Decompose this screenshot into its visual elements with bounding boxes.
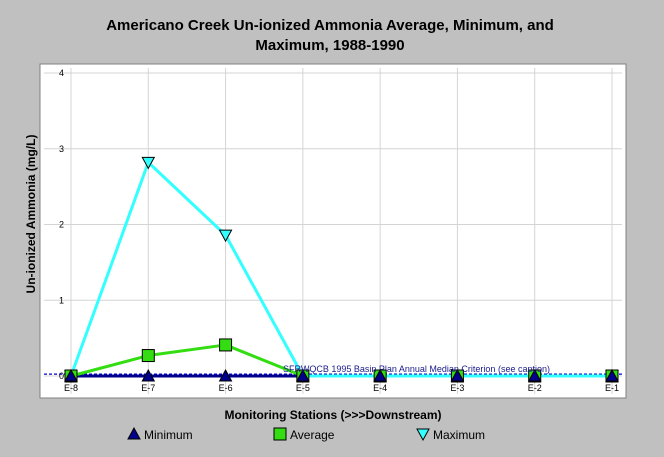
x-tick-label-E-2: E-2 xyxy=(528,383,542,393)
point-minimum-E-6 xyxy=(218,368,233,382)
legend-label-maximum: Maximum xyxy=(433,428,485,442)
x-tick-label-E-6: E-6 xyxy=(219,383,233,393)
y-tick-label-3: 3 xyxy=(59,144,64,154)
legend-label-average: Average xyxy=(290,428,335,442)
y-tick-label-1: 1 xyxy=(59,295,64,305)
point-minimum-E-2 xyxy=(527,368,542,382)
x-ticks: E-8 E-7 E-6 E-5 E-4 E-3 E-2 E-1 xyxy=(64,383,619,393)
x-tick-label-E-7: E-7 xyxy=(141,383,155,393)
y-tick-label-4: 4 xyxy=(59,68,64,78)
x-tick-label-E-5: E-5 xyxy=(296,383,310,393)
y-tick-label-2: 2 xyxy=(59,220,64,230)
legend: Minimum Average Maximum xyxy=(127,426,485,442)
legend-marker-average xyxy=(273,427,287,441)
legend-marker-minimum xyxy=(127,426,141,440)
chart-title-line-2: Maximum, 1988-1990 xyxy=(255,37,404,54)
x-tick-label-E-3: E-3 xyxy=(450,383,464,393)
plot-frame xyxy=(39,63,627,399)
point-minimum-E-1 xyxy=(605,368,619,382)
point-maximum-E-6 xyxy=(218,229,233,243)
legend-marker-maximum xyxy=(416,428,430,442)
point-minimum-E-4 xyxy=(373,368,387,382)
legend-label-minimum: Minimum xyxy=(144,428,193,442)
chart-title-line-1: Americano Creek Un-ionized Ammonia Avera… xyxy=(106,17,554,34)
point-minimum-E-7 xyxy=(141,368,156,382)
series-line-maximum xyxy=(69,160,612,378)
grid xyxy=(44,68,622,394)
x-tick-label-E-1: E-1 xyxy=(605,383,619,393)
point-maximum-E-7 xyxy=(141,156,156,170)
x-tick-label-E-4: E-4 xyxy=(373,383,387,393)
point-average-E-7 xyxy=(141,349,155,363)
y-tick-label-0: 0 xyxy=(59,371,64,381)
series-group xyxy=(64,156,619,384)
y-axis-title: Un-ionized Ammonia (mg/L) xyxy=(24,135,38,294)
y-ticks: 0 1 2 3 4 xyxy=(59,68,64,381)
point-minimum-E-5 xyxy=(296,368,310,382)
x-axis-title: Monitoring Stations (>>>Downstream) xyxy=(224,408,441,422)
x-tick-label-E-8: E-8 xyxy=(64,383,78,393)
point-minimum-E-8 xyxy=(64,368,78,382)
criterion-annotation: SFRWQCB 1995 Basin Plan Annual Median Cr… xyxy=(283,364,550,374)
point-minimum-E-3 xyxy=(450,368,465,382)
point-average-E-6 xyxy=(219,338,233,352)
